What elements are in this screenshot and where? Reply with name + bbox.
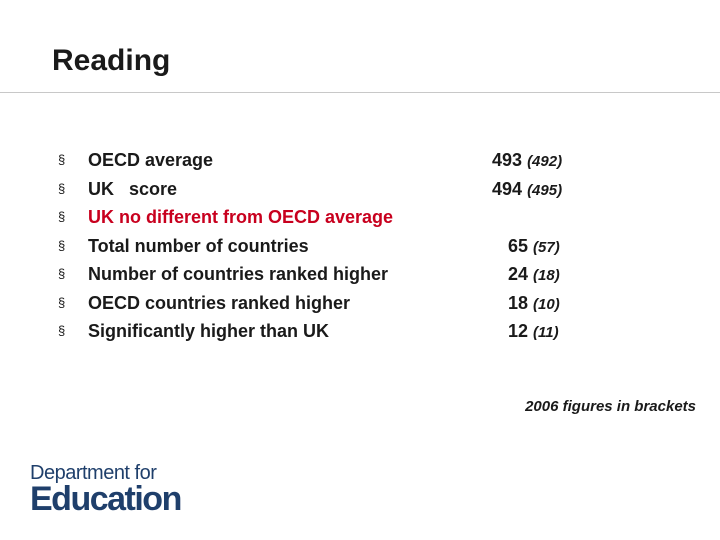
- list-item: § OECD countries ranked higher 18 (10): [58, 289, 698, 318]
- bullet-icon: §: [58, 266, 66, 281]
- item-label: OECD average: [88, 150, 214, 170]
- list-item: § Significantly higher than UK 12 (11): [58, 317, 698, 346]
- bullet-icon: §: [58, 152, 66, 167]
- item-value: 494 (495): [492, 178, 563, 199]
- item-label: Significantly higher than UK: [88, 321, 330, 341]
- bullet-icon: §: [58, 180, 66, 196]
- slide-title: Reading: [52, 44, 171, 77]
- bullet-icon: §: [58, 237, 66, 253]
- item-value: 18 (10): [508, 292, 560, 313]
- item-value: 65 (57): [508, 235, 560, 256]
- title-divider: [0, 92, 720, 93]
- item-previous-value: (10): [533, 295, 560, 313]
- list-item: § UK score 494 (495): [58, 175, 698, 204]
- list-item: § Number of countries ranked higher 24 (…: [58, 260, 698, 289]
- item-label: Total number of countries: [88, 235, 309, 256]
- footnote: 2006 figures in brackets: [525, 398, 696, 415]
- item-label: UK score: [88, 178, 178, 199]
- bullet-icon: §: [58, 323, 66, 338]
- item-previous-value: (492): [527, 153, 563, 170]
- logo-line-1: Department for: [30, 462, 157, 484]
- item-previous-value: (18): [533, 267, 560, 284]
- bullet-icon: §: [58, 209, 66, 224]
- item-previous-value: (57): [533, 238, 560, 256]
- item-label: UK no different from OECD average: [88, 207, 394, 227]
- item-label: Number of countries ranked higher: [88, 264, 389, 284]
- department-for-education-logo: Department for Education: [30, 462, 200, 522]
- item-value: 12 (11): [508, 321, 559, 341]
- list-item-highlighted: § UK no different from OECD average: [58, 203, 698, 232]
- item-value: 493 (492): [492, 150, 563, 170]
- item-previous-value: (11): [533, 324, 559, 341]
- item-value: 24 (18): [508, 264, 560, 284]
- bullet-icon: §: [58, 294, 66, 310]
- statistics-list: § OECD average 493 (492) § UK score 494 …: [58, 146, 698, 346]
- list-item: § OECD average 493 (492): [58, 146, 698, 175]
- item-label: OECD countries ranked higher: [88, 292, 351, 313]
- item-previous-value: (495): [527, 181, 563, 199]
- list-item: § Total number of countries 65 (57): [58, 232, 698, 261]
- logo-line-2: Education: [30, 480, 182, 518]
